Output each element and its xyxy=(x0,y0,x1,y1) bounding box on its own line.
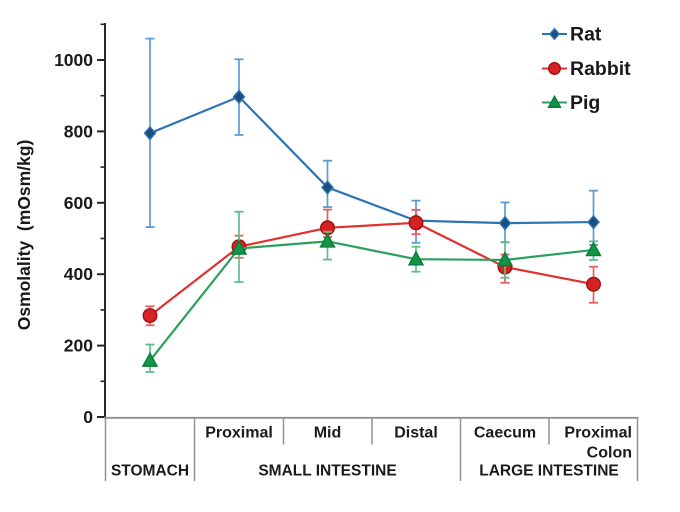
rat-marker xyxy=(321,180,334,195)
rabbit-marker xyxy=(586,276,602,292)
rat-marker xyxy=(232,89,246,105)
y-axis-tick-label: 200 xyxy=(64,336,93,356)
rabbit-marker xyxy=(142,308,158,324)
x-axis-col-label: Proximal xyxy=(564,425,632,442)
x-axis-col-label: Proximal xyxy=(205,425,273,442)
legend-diamond-icon xyxy=(548,27,561,41)
y-axis-tick-label: 600 xyxy=(64,193,93,213)
y-axis-title: Osmolality (mOsm/kg) xyxy=(14,140,34,331)
x-axis-region-label: STOMACH xyxy=(111,463,189,480)
legend-triangle-icon xyxy=(547,94,562,108)
rabbit-line xyxy=(149,221,594,317)
x-axis-col-label: Mid xyxy=(314,425,342,442)
legend-item-rabbit: Rabbit xyxy=(542,58,631,80)
x-axis-region-label: LARGE INTESTINE xyxy=(479,463,619,480)
legend-label-rat: Rat xyxy=(570,24,602,46)
legend-circle-icon xyxy=(548,62,561,75)
legend-item-rat: Rat xyxy=(542,24,602,46)
x-axis-col-label: Distal xyxy=(394,425,438,442)
x-axis-col-label-line2: Colon xyxy=(587,445,632,462)
y-axis-tick-label: 1000 xyxy=(54,50,93,70)
rat-marker xyxy=(143,125,157,141)
pig-marker xyxy=(585,241,602,257)
y-axis-tick-label: 800 xyxy=(64,121,93,141)
pig-marker xyxy=(407,250,425,266)
series-pig xyxy=(141,210,602,373)
legend: Rat Rabbit Pig xyxy=(542,24,631,114)
rat-marker xyxy=(587,214,600,230)
x-axis-region-label: SMALL INTESTINE xyxy=(258,463,396,480)
pig-marker xyxy=(230,239,248,255)
pig-marker xyxy=(496,251,514,267)
legend-label-rabbit: Rabbit xyxy=(570,58,631,80)
rat-line xyxy=(149,95,594,225)
legend-label-pig: Pig xyxy=(570,92,600,114)
pig-marker xyxy=(319,232,336,248)
rabbit-marker xyxy=(408,215,424,231)
y-axis-tick-label: 400 xyxy=(64,264,93,284)
y-axis-tick-label: 0 xyxy=(83,407,93,427)
pig-line xyxy=(149,240,594,362)
pig-marker xyxy=(141,351,159,367)
legend-item-pig: Pig xyxy=(542,92,600,114)
x-axis-col-label: Caecum xyxy=(474,425,536,442)
rat-marker xyxy=(498,215,512,231)
